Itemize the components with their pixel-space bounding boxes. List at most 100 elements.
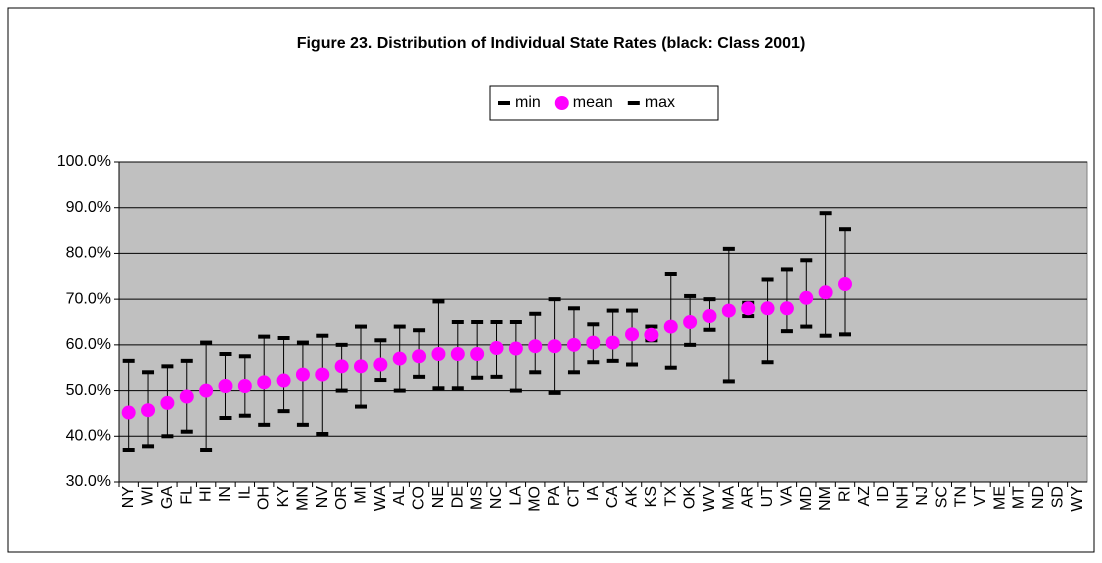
x-tick-label: MO — [527, 486, 544, 512]
min-marker — [142, 444, 155, 449]
min-marker — [180, 429, 193, 434]
mean-marker — [566, 337, 581, 352]
y-tick-label: 70.0% — [66, 290, 111, 307]
max-marker — [432, 299, 445, 304]
x-tick-label: WY — [1069, 486, 1086, 512]
mean-marker — [450, 347, 465, 361]
mean-marker — [605, 335, 620, 350]
x-tick-label: ID — [875, 486, 892, 502]
max-marker — [626, 308, 639, 313]
min-marker — [780, 329, 793, 334]
max-marker — [355, 324, 367, 329]
min-marker — [606, 358, 619, 363]
legend-swatch — [498, 101, 510, 105]
min-marker — [200, 448, 213, 452]
max-marker — [606, 308, 619, 313]
max-marker — [548, 297, 561, 302]
x-tick-label: NE — [430, 486, 447, 508]
min-marker — [122, 448, 135, 452]
x-tick-label: MA — [720, 486, 737, 510]
chart-title: Figure 23. Distribution of Individual St… — [297, 35, 806, 52]
mean-marker — [818, 285, 833, 300]
min-marker — [355, 404, 367, 409]
x-tick-label: IL — [236, 486, 253, 499]
min-marker — [684, 342, 697, 347]
mean-marker — [644, 327, 659, 342]
x-tick-label: RI — [837, 486, 854, 502]
x-tick-label: ND — [1030, 486, 1047, 509]
max-marker — [839, 227, 851, 232]
min-marker — [664, 365, 677, 370]
mean-marker — [760, 301, 775, 316]
mean-marker — [315, 367, 330, 382]
legend-label: min — [515, 94, 541, 111]
max-marker — [161, 364, 174, 369]
mean-marker — [741, 301, 756, 316]
x-tick-label: VT — [972, 486, 989, 507]
x-tick-label: ME — [991, 486, 1008, 510]
min-marker — [335, 388, 348, 393]
min-marker — [567, 370, 580, 375]
max-marker — [684, 293, 697, 298]
mean-marker — [508, 341, 523, 356]
mean-marker — [412, 349, 427, 364]
max-marker — [277, 336, 290, 340]
mean-marker — [663, 319, 678, 334]
max-marker — [335, 342, 348, 347]
mean-marker — [721, 303, 736, 318]
legend-swatch — [554, 96, 569, 110]
max-marker — [393, 324, 406, 329]
max-marker — [142, 370, 155, 375]
x-tick-label: NV — [314, 486, 331, 509]
mean-marker — [354, 359, 368, 374]
max-marker — [451, 320, 464, 324]
x-tick-label: NH — [895, 486, 912, 509]
max-marker — [664, 272, 677, 276]
min-marker — [316, 432, 329, 436]
x-tick-label: KY — [275, 486, 292, 508]
min-marker — [161, 434, 174, 439]
mean-marker — [702, 309, 717, 324]
x-tick-label: DE — [449, 486, 466, 508]
max-marker — [122, 358, 135, 363]
mean-marker — [276, 373, 291, 388]
x-tick-label: AK — [624, 486, 641, 508]
mean-marker — [121, 405, 136, 420]
min-marker — [413, 374, 426, 379]
mean-marker — [470, 347, 485, 361]
max-marker — [413, 328, 426, 333]
max-marker — [703, 297, 716, 302]
x-tick-label: WV — [701, 486, 718, 512]
x-tick-label: MS — [469, 486, 486, 510]
max-marker — [567, 306, 580, 311]
plot-area — [118, 161, 1088, 483]
min-marker — [277, 409, 290, 414]
max-marker — [296, 340, 309, 345]
mean-marker — [586, 335, 601, 350]
mean-marker — [392, 351, 407, 366]
max-marker — [587, 322, 600, 327]
legend-swatch — [627, 101, 640, 105]
max-marker — [180, 358, 193, 363]
legend-label: max — [645, 94, 675, 111]
mean-marker — [334, 359, 349, 374]
max-marker — [490, 320, 503, 324]
x-tick-label: KS — [643, 486, 660, 507]
x-tick-label: AR — [740, 486, 757, 508]
max-marker — [509, 320, 522, 324]
x-tick-label: NC — [488, 486, 505, 509]
mean-marker — [528, 339, 543, 354]
x-tick-label: TX — [662, 486, 679, 507]
x-tick-label: CT — [565, 486, 582, 508]
max-marker — [761, 277, 774, 282]
x-tick-label: SC — [933, 486, 950, 508]
x-tick-label: VA — [778, 486, 795, 506]
x-tick-label: MI — [353, 486, 370, 504]
min-marker — [393, 388, 406, 393]
x-tick-label: TN — [953, 486, 970, 507]
max-marker — [780, 267, 793, 272]
x-tick-label: LA — [507, 486, 524, 506]
mean-marker — [160, 395, 175, 410]
x-tick-label: AL — [391, 486, 408, 506]
